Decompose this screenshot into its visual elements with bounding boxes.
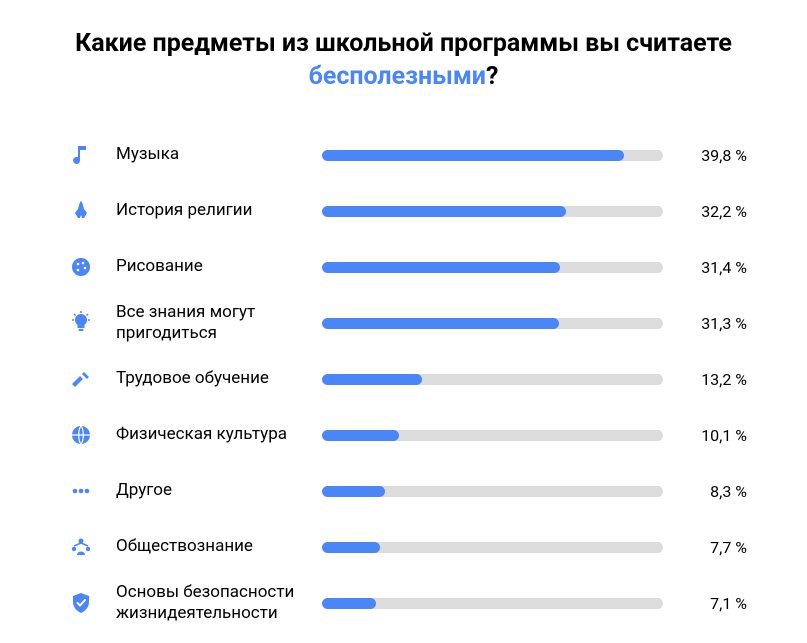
bar-fill — [322, 206, 566, 217]
bar-row: Трудовое обучение 13,2 % — [60, 351, 747, 407]
bar-row: Все знания могут пригодиться 31,3 % — [60, 295, 747, 351]
row-label: Основы безопасности жизнидеятельности — [102, 582, 322, 625]
bar-row: Другое 8,3 % — [60, 463, 747, 519]
row-label: Все знания могут пригодиться — [102, 302, 322, 345]
bar-row: Обществознание 7,7 % — [60, 519, 747, 575]
bar-track-container — [322, 374, 663, 385]
bar-track — [322, 598, 663, 609]
bulb-icon — [60, 311, 102, 335]
bar-track-container — [322, 598, 663, 609]
bar-fill — [322, 150, 624, 161]
bar-row: История религии 32,2 % — [60, 183, 747, 239]
row-percentage: 31,3 % — [663, 314, 747, 333]
bar-row: Основы безопасности жизнидеятельности 7,1… — [60, 575, 747, 631]
bar-fill — [322, 542, 380, 553]
bar-track — [322, 430, 663, 441]
row-label: Трудовое обучение — [102, 368, 322, 389]
shield-icon — [60, 591, 102, 615]
row-percentage: 8,3 % — [663, 482, 747, 501]
bar-track-container — [322, 318, 663, 329]
title-suffix: ? — [486, 62, 498, 91]
row-label: Музыка — [102, 144, 322, 165]
bar-fill — [322, 486, 385, 497]
bar-fill — [322, 430, 399, 441]
row-label: Обществознание — [102, 536, 322, 557]
bar-row: Физическая культура 10,1 % — [60, 407, 747, 463]
dots-icon — [60, 479, 102, 503]
row-percentage: 7,7 % — [663, 538, 747, 557]
chart-title: Какие предметы из школьной программы вы … — [60, 28, 747, 93]
bar-track-container — [322, 150, 663, 161]
bar-track — [322, 374, 663, 385]
pray-icon — [60, 199, 102, 223]
bar-track — [322, 206, 663, 217]
bar-track-container — [322, 206, 663, 217]
title-prefix: Какие предметы из школьной программы вы … — [75, 29, 732, 58]
bar-fill — [322, 374, 422, 385]
row-label: Физическая культура — [102, 424, 322, 445]
row-percentage: 10,1 % — [663, 426, 747, 445]
bar-row: Рисование 31,4 % — [60, 239, 747, 295]
bar-track — [322, 262, 663, 273]
row-label: Рисование — [102, 256, 322, 277]
bar-row: Музыка 39,8 % — [60, 127, 747, 183]
hammer-icon — [60, 367, 102, 391]
row-percentage: 39,8 % — [663, 146, 747, 165]
bar-track — [322, 542, 663, 553]
bar-track-container — [322, 486, 663, 497]
row-percentage: 31,4 % — [663, 258, 747, 277]
bar-track — [322, 318, 663, 329]
row-percentage: 13,2 % — [663, 370, 747, 389]
music-icon — [60, 143, 102, 167]
bar-track-container — [322, 262, 663, 273]
row-percentage: 7,1 % — [663, 594, 747, 613]
ball-icon — [60, 423, 102, 447]
bar-track — [322, 150, 663, 161]
bar-track-container — [322, 430, 663, 441]
row-percentage: 32,2 % — [663, 202, 747, 221]
palette-icon — [60, 255, 102, 279]
row-label: История религии — [102, 200, 322, 221]
bar-fill — [322, 318, 559, 329]
people-icon — [60, 535, 102, 559]
bar-fill — [322, 598, 376, 609]
bar-track-container — [322, 542, 663, 553]
bar-rows: Музыка 39,8 % История религии 32,2 % Рисован… — [60, 127, 747, 631]
bar-fill — [322, 262, 560, 273]
title-highlight: бесполезными — [309, 62, 486, 91]
row-label: Другое — [102, 480, 322, 501]
bar-track — [322, 486, 663, 497]
